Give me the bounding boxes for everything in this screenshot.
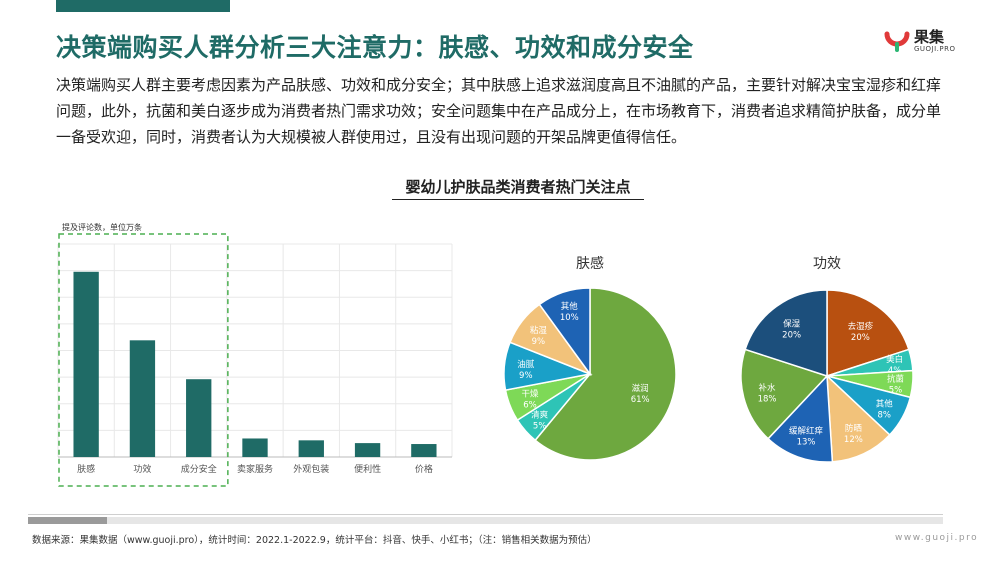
pie-slice-label: 其他 [876,398,894,409]
bar-3 [186,379,212,457]
pie-slice-value: 18% [758,394,777,404]
pie-slice-value: 20% [782,330,801,340]
highlight-box [58,233,229,487]
pie-slice-value: 61% [631,395,650,405]
pie-slice-label: 干燥 [522,389,540,400]
bar-7 [411,444,437,457]
bar-5 [298,440,324,457]
pie-slice-8 [744,289,828,378]
pie-slice-label: 抗菌 [887,373,904,384]
chart-title: 婴幼儿护肤品类消费者热门关注点 [392,176,644,200]
bar-4 [242,438,268,457]
pie-slice-5 [826,374,891,463]
site-watermark: www.guoji.pro [895,533,979,543]
x-tick-label: 成分安全 [181,463,217,475]
page-title: 决策端购买人群分析三大注意力：肤感、功效和成分安全 [56,33,694,62]
pie-slice-value: 12% [844,435,863,445]
x-tick-label: 肤感 [77,463,95,475]
pie-slice-label: 补水 [759,382,777,393]
bar-1 [73,271,99,457]
pie-slice-label: 防晒 [845,423,863,434]
logo-name: 果集 [914,28,945,46]
pie-slice-value: 20% [851,333,870,343]
bar-2 [129,340,156,457]
y-axis-label: 提及评论数，单位万条 [62,222,142,232]
pie-title: 功效 [813,256,841,272]
x-tick-label: 便利性 [354,463,381,475]
pie-slice-label: 粘湿 [530,325,548,336]
page-progress-fill [28,517,107,524]
pie-slice-label: 滋润 [632,383,649,394]
footer-divider [28,514,943,515]
pie-slice-value: 8% [878,410,892,420]
pie-slice-label: 保湿 [783,318,801,329]
x-tick-label: 卖家服务 [237,463,273,475]
page-progress-bar [28,517,943,524]
pie-slice-label: 清爽 [531,409,549,420]
pie-title: 肤感 [576,255,604,272]
pie-slice-label: 缓解红痒 [789,425,824,436]
top-accent-bar [56,0,230,12]
pie-slice-1 [826,289,910,378]
pie-slice-label: 美白 [886,354,903,365]
pie-slice-6 [538,287,591,377]
pie-slice-value: 10% [560,313,579,323]
pie-slice-value: 6% [523,401,537,411]
data-source-note: 数据来源：果集数据（www.guoji.pro），统计时间：2022.1-202… [32,535,597,546]
pie-slice-label: 其他 [561,301,579,312]
pie-slice-6 [767,374,834,463]
bar-6 [354,443,381,457]
brand-logo: 果集 GUOJI.PRO [884,24,974,56]
logo-mark-icon [884,31,910,52]
pie-slice-value: 9% [519,371,533,381]
pie-slice-value: 13% [797,437,816,447]
pie-slice-7 [740,348,829,440]
x-tick-label: 价格 [415,463,433,475]
x-tick-label: 功效 [133,463,151,475]
pie-slice-1 [534,287,677,461]
pie-slice-value: 9% [532,337,546,347]
pie-slice-label: 油腻 [517,359,535,370]
x-tick-label: 外观包装 [293,463,329,475]
logo-subtitle: GUOJI.PRO [914,45,956,53]
pie-slice-value: 5% [533,421,547,431]
pie-slice-value: 5% [889,385,903,395]
description-paragraph: 决策端购买人群主要考虑因素为产品肤感、功效和成分安全；其中肤感上追求滋润度高且不… [56,76,942,146]
pie-slice-label: 去湿疹 [848,321,874,332]
